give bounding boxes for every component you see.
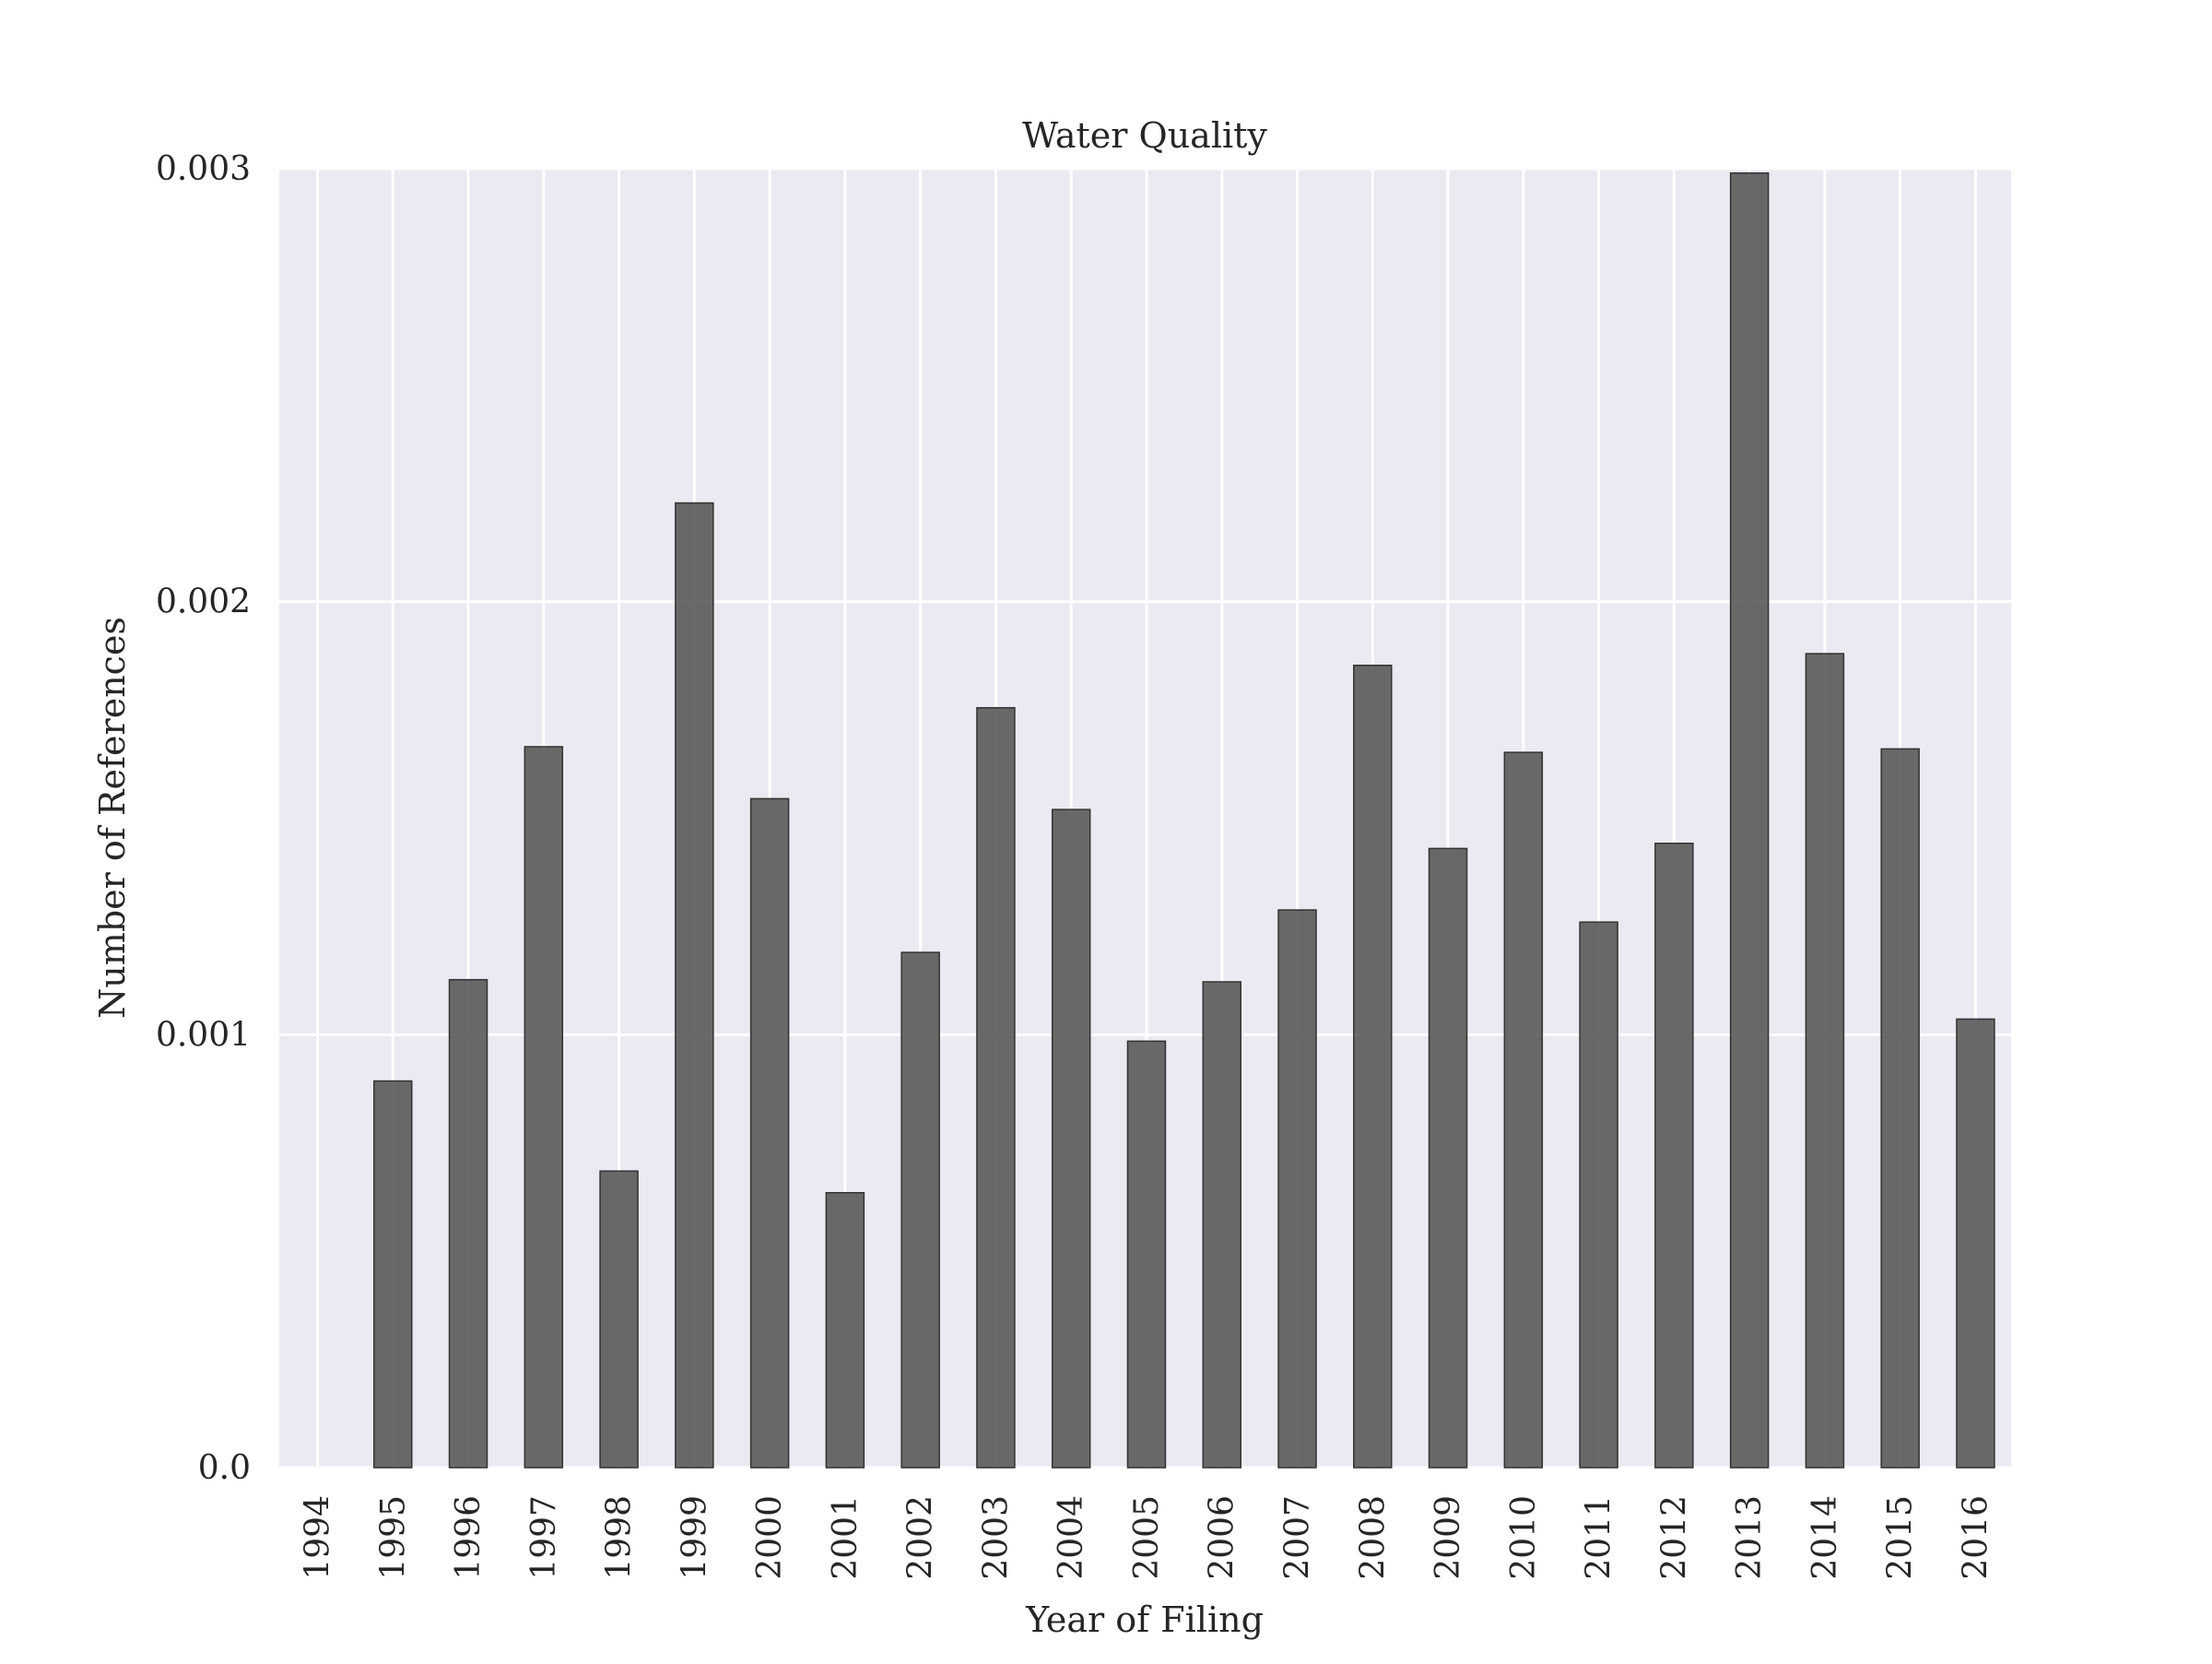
x-tick-label: 2006 [1204, 1495, 1241, 1580]
y-axis-ticks: 0.0 0.001 0.002 0.003 [156, 150, 251, 1487]
x-tick-label: 2003 [977, 1495, 1015, 1580]
x-tick-label: 2002 [902, 1495, 940, 1580]
x-tick-label: 2011 [1581, 1495, 1618, 1580]
bar-1996 [448, 978, 488, 1469]
x-tick-label: 1996 [450, 1495, 488, 1580]
bar-2015 [1880, 748, 1920, 1469]
bar-2012 [1654, 842, 1694, 1469]
x-tick-label: 1995 [374, 1495, 412, 1580]
bar-1999 [675, 502, 714, 1469]
x-tick-label: 2016 [1957, 1495, 1994, 1580]
x-tick-label: 1994 [300, 1495, 337, 1580]
y-axis-title: Number of References [92, 617, 133, 1019]
x-tick-label: 1998 [601, 1495, 639, 1580]
x-tick-label: 2007 [1279, 1495, 1317, 1580]
x-axis-ticks: 1994 1995 1996 1997 1998 1999 2000 2001 2002 2003… [300, 1495, 1995, 1580]
chart-title: Water Quality [1022, 115, 1267, 156]
bar-1997 [524, 746, 564, 1469]
x-tick-label: 2014 [1806, 1495, 1844, 1580]
bar-2013 [1729, 171, 1770, 1469]
bars [373, 171, 1995, 1469]
x-tick-label: 2009 [1430, 1495, 1467, 1580]
bar-1998 [599, 1170, 639, 1469]
x-tick-label: 2015 [1882, 1495, 1920, 1580]
x-tick-label: 1997 [525, 1495, 563, 1580]
x-tick-label: 2012 [1655, 1495, 1693, 1580]
x-tick-label: 2000 [751, 1495, 789, 1580]
bar-1995 [373, 1080, 413, 1469]
bar-2016 [1956, 1018, 1995, 1469]
bar-2004 [1051, 808, 1091, 1469]
bar-2000 [749, 797, 790, 1469]
bar-2005 [1126, 1040, 1167, 1469]
y-tick-label: 0.002 [156, 584, 251, 621]
bar-2010 [1503, 751, 1544, 1469]
bar-2008 [1353, 664, 1393, 1469]
bar-2002 [900, 951, 940, 1469]
bar-2006 [1202, 981, 1241, 1469]
y-tick-label: 0.001 [156, 1016, 251, 1054]
x-tick-label: 2005 [1128, 1495, 1166, 1580]
x-tick-label: 2010 [1505, 1495, 1543, 1580]
bar-2011 [1579, 921, 1618, 1469]
y-tick-label: 0.003 [156, 150, 251, 188]
x-tick-label: 2001 [827, 1495, 865, 1580]
x-tick-label: 2004 [1053, 1495, 1090, 1580]
bar-2007 [1277, 909, 1317, 1469]
x-tick-label: 2013 [1731, 1495, 1769, 1580]
bar-2003 [976, 706, 1016, 1469]
x-tick-label: 1999 [676, 1495, 713, 1580]
bar-2001 [825, 1192, 865, 1469]
x-axis-title: Year of Filing [1025, 1599, 1264, 1640]
bar-2009 [1428, 847, 1468, 1469]
y-tick-label: 0.0 [198, 1449, 251, 1487]
bar-2014 [1805, 653, 1845, 1469]
x-tick-label: 2008 [1354, 1495, 1392, 1580]
